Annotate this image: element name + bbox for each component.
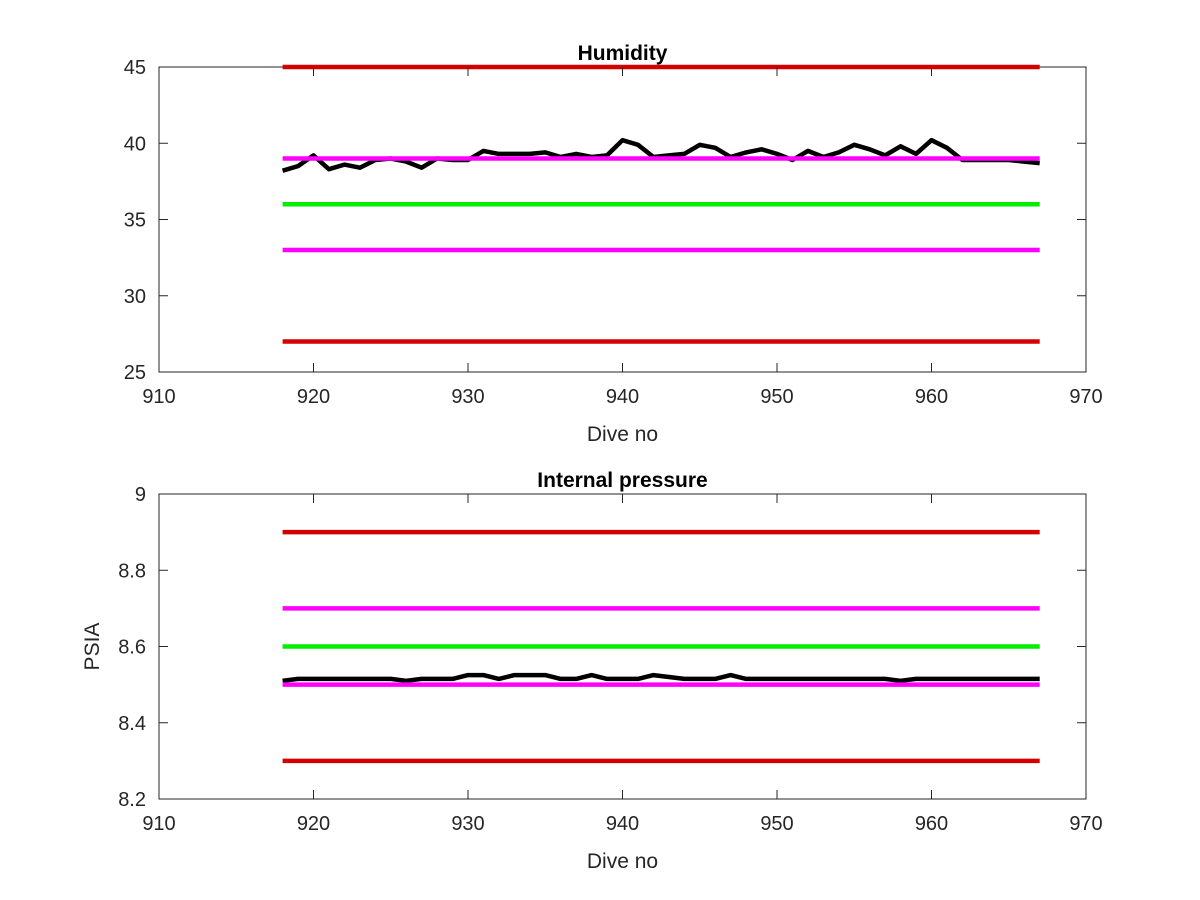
- x-tick-label: 910: [142, 813, 175, 835]
- x-tick-label: 960: [915, 386, 948, 408]
- chart-title: Humidity: [578, 42, 668, 65]
- x-tick-label: 920: [297, 386, 330, 408]
- y-tick-label: 9: [135, 484, 146, 506]
- x-axis-label: Dive no: [587, 423, 658, 446]
- y-tick-label: 8.4: [118, 713, 146, 735]
- x-axis-label: Dive no: [587, 850, 658, 873]
- axes-box: [158, 66, 1087, 373]
- chart-title: Internal pressure: [537, 469, 707, 492]
- y-tick-label: 25: [124, 362, 146, 384]
- data-series-line: [281, 137, 1040, 173]
- x-tick-label: 950: [760, 813, 793, 835]
- x-tick-label: 930: [451, 813, 484, 835]
- x-tick-label: 940: [606, 386, 639, 408]
- x-tick-label: 970: [1069, 813, 1102, 835]
- y-tick-label: 8.6: [118, 637, 146, 659]
- y-tick-label: 8.2: [118, 789, 146, 811]
- internal-pressure-plot: 910 920 930 940 950 960 970 8.2 8.4 8.6 8.8 9 Intern…: [81, 469, 1103, 873]
- y-tick-label: 45: [124, 57, 146, 79]
- y-tick-label: 35: [124, 210, 146, 232]
- x-tick-label: 910: [142, 386, 175, 408]
- y-axis-label: PSIA: [81, 623, 104, 671]
- x-tick-label: 940: [606, 813, 639, 835]
- x-tick-label: 950: [760, 386, 793, 408]
- x-tick-label: 970: [1069, 386, 1102, 408]
- x-tick-label: 920: [297, 813, 330, 835]
- y-tick-label: 30: [124, 286, 146, 308]
- y-tick-label: 8.8: [118, 560, 146, 582]
- x-tick-label: 960: [915, 813, 948, 835]
- humidity-plot: 910 920 930 940 950 960 970 25 30 35 40 45 Humidity D…: [124, 42, 1103, 446]
- y-tick-label: 40: [124, 133, 146, 155]
- data-series-line: [282, 672, 1040, 684]
- x-tick-label: 930: [451, 386, 484, 408]
